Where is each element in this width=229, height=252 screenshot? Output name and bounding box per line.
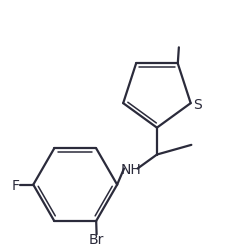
Text: S: S <box>192 98 201 112</box>
Text: NH: NH <box>120 162 141 176</box>
Text: F: F <box>12 178 20 192</box>
Text: Br: Br <box>89 232 104 246</box>
